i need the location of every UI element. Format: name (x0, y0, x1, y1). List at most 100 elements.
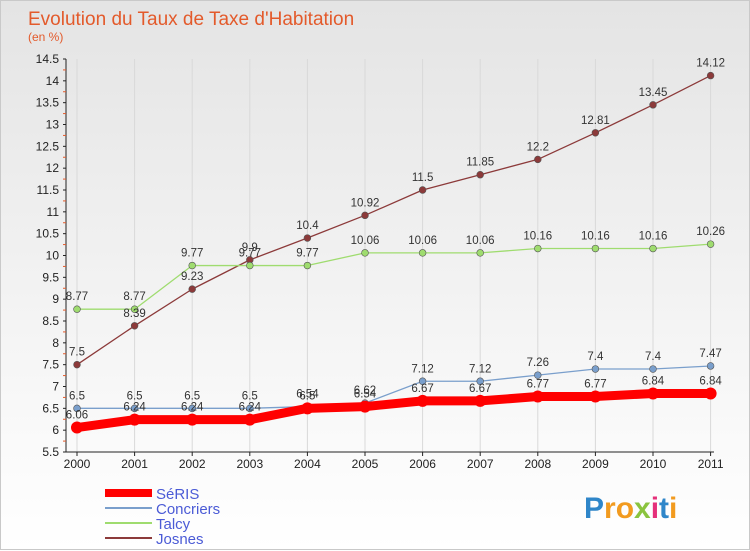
series-line-1 (76, 365, 712, 409)
data-point (301, 402, 314, 415)
data-point (649, 101, 657, 109)
data-point (706, 362, 715, 370)
legend-label-3: Josnes (156, 531, 204, 548)
data-point (589, 390, 602, 403)
data-label: 6.77 (584, 379, 606, 391)
data-label: 6.54 (296, 389, 319, 401)
data-label: 6.5 (299, 390, 315, 402)
x-tick-label: 2009 (582, 457, 609, 471)
chart-subtitle: (en %) (28, 30, 63, 44)
x-tick-label: 2003 (236, 457, 263, 471)
data-label: 9.77 (181, 248, 203, 260)
y-tick-label: 13.5 (36, 96, 60, 110)
data-label: 8.77 (66, 291, 88, 303)
series-line-2 (76, 243, 712, 310)
data-label: 6.5 (242, 390, 258, 402)
data-label: 6.24 (123, 402, 146, 414)
y-tick-label: 6 (52, 423, 59, 437)
data-point (591, 129, 600, 137)
legend-label-2: Talcy (156, 516, 191, 533)
y-tick-label: 14.5 (36, 52, 60, 66)
data-point (128, 413, 141, 426)
data-label: 7.12 (469, 363, 491, 375)
x-axis-ticks: 2000 2001 2002 2003 2004 2005 2006 2007 2008 2009… (64, 452, 724, 471)
data-label: 10.16 (639, 231, 668, 243)
data-label: 11.85 (466, 157, 494, 169)
legend-label-1: Concriers (156, 501, 220, 518)
data-label: 11.5 (412, 172, 434, 184)
y-tick-label: 7 (52, 380, 59, 394)
data-point (476, 249, 484, 257)
data-point (418, 249, 427, 257)
x-tick-label: 2005 (352, 457, 379, 471)
data-point (186, 413, 199, 426)
y-tick-label: 10 (46, 249, 60, 263)
data-point (416, 394, 429, 407)
y-tick-label: 14 (46, 74, 60, 88)
y-tick-label: 9.5 (42, 270, 59, 284)
data-point (361, 211, 369, 220)
data-label: 10.26 (696, 226, 725, 238)
data-label: 9.9 (242, 242, 258, 254)
y-tick-label: 12 (46, 161, 60, 175)
data-label: 6.84 (699, 375, 722, 387)
data-point (303, 234, 312, 242)
series-line-3 (76, 74, 712, 366)
data-label: 6.67 (411, 383, 433, 395)
data-point (361, 249, 369, 257)
data-point (534, 155, 542, 164)
y-tick-label: 11 (47, 205, 60, 219)
data-label: 6.84 (642, 375, 665, 387)
data-label: 7.12 (411, 363, 433, 375)
y-tick-label: 8 (52, 336, 59, 350)
data-point (649, 365, 657, 373)
data-label: 10.4 (296, 220, 319, 232)
data-label: 10.06 (351, 235, 380, 247)
data-label: 10.16 (581, 231, 610, 243)
y-axis-ticks: 5.5 6 6.5 7 7.5 8 8.5 9 9.5 10 10.5 11 11.5 12 12.5 13 1… (36, 52, 66, 459)
y-tick-label: 8.5 (42, 314, 59, 328)
data-label: 10.92 (351, 197, 380, 209)
data-labels-layer: 7.5 8.39 9.23 9.9 10.4 10.92 11.5 11.85 12.2 12.8… (66, 58, 725, 422)
data-label: 6.5 (69, 390, 85, 402)
data-label: 6.67 (469, 383, 491, 395)
data-label: 10.06 (408, 235, 437, 247)
data-label: 12.2 (527, 141, 549, 153)
data-label: 6.62 (354, 385, 376, 397)
data-point (706, 240, 715, 248)
data-point (476, 171, 484, 179)
data-point (130, 305, 139, 313)
logo-text: Proxiti (584, 492, 677, 525)
x-tick-label: 2002 (179, 457, 206, 471)
data-point (531, 390, 544, 403)
data-point (418, 186, 427, 194)
data-label: 9.23 (181, 271, 203, 283)
y-tick-label: 5.5 (42, 445, 59, 459)
data-point (474, 394, 487, 407)
x-tick-label: 2001 (121, 457, 148, 471)
x-tick-label: 2011 (698, 457, 724, 471)
data-label: 10.06 (466, 235, 495, 247)
data-point (73, 305, 81, 313)
x-tick-label: 2007 (467, 457, 494, 471)
data-label: 6.06 (66, 410, 88, 422)
data-point (591, 365, 600, 373)
data-point (71, 421, 83, 434)
data-label: 12.81 (581, 115, 610, 127)
x-tick-label: 2004 (294, 457, 321, 471)
data-label: 8.77 (123, 291, 145, 303)
data-point (246, 261, 254, 270)
data-label: 7.4 (587, 351, 604, 363)
x-tick-label: 2000 (64, 457, 91, 471)
data-point (303, 261, 312, 270)
y-tick-label: 13 (46, 118, 60, 132)
x-tick-label: 2008 (524, 457, 551, 471)
data-label: 6.24 (239, 402, 262, 414)
data-point (73, 360, 81, 369)
data-label: 6.54 (354, 389, 377, 401)
data-label: 6.24 (181, 402, 204, 414)
data-point (188, 285, 196, 293)
